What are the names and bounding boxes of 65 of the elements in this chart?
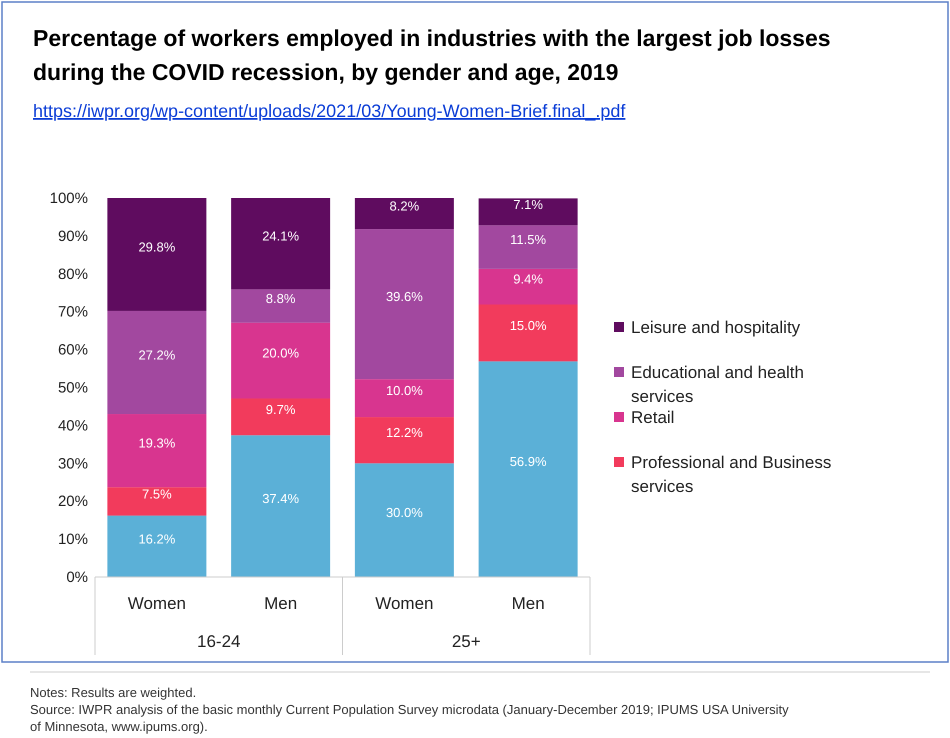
data-label: 8.2% [390,198,420,214]
data-label: 56.9% [510,454,547,470]
text: 16-24 [197,632,240,651]
bar [354,417,454,464]
bar [478,361,578,577]
chart-title: Percentage of workers employed in industries with the largest job losses during the COVID recession, by gender and age, 2019 [33,25,831,85]
bar [354,198,454,230]
bar [478,198,578,226]
bar [107,487,206,516]
bar [231,322,330,398]
bar [478,268,578,304]
y-tick-label: 80% [58,266,88,283]
data-label: 7.5% [142,486,172,502]
y-tick-label: 0% [66,569,88,586]
text: 25+ [452,632,481,651]
data-label: 20.0% [262,346,300,361]
data-label: 24.1% [262,228,300,244]
bar [478,304,578,362]
data-label: 7.1% [513,196,544,212]
y-tick-label: 60% [58,342,88,359]
y-tick-label: 10% [58,531,88,548]
x-tick-label: Men [264,594,298,613]
y-tick-label: 70% [58,304,88,321]
data-label: 8.8% [266,291,296,306]
data-label: 19.3% [138,436,176,451]
bar [231,398,330,436]
bar [231,435,330,577]
data-label: 10.0% [386,383,424,398]
bar [107,516,206,577]
y-tick-label: 90% [58,228,88,245]
data-label: 27.2% [138,347,176,362]
legend-label: Professional and Business services [631,453,832,496]
source-note: Source: IWPR analysis of the basic monthly Current Population Survey microdata (January-December 2019; IPUMS USA University of Minnesota, www.ipums.org). [30,702,790,734]
data-label: 37.4% [262,491,300,506]
bar [354,463,454,577]
y-tick-label: 30% [58,455,88,472]
data-label: 15.0% [510,318,547,333]
data-label: 12.2% [386,425,424,440]
bar [107,198,206,311]
legend-label: Educational and health services [631,363,804,406]
text: Notes: Results are weighted. [30,685,196,700]
x-tick-label: Women [375,594,434,613]
y-tick-label: 40% [58,417,88,434]
y-tick-label: 50% [58,380,88,396]
bar [478,225,578,269]
data-label: 16.2% [138,531,176,546]
data-label: 9.7% [266,402,296,417]
data-label: 30.0% [386,505,424,520]
x-tick-label: Men [512,594,545,613]
legend-label: Leisure and hospitality [631,318,801,337]
bar [354,379,454,418]
bar [354,229,454,380]
bar [231,289,330,323]
bar [231,198,330,290]
x-tick-label: Women [128,594,186,613]
chart-subtitle: https://iwpr.org/wp-content/uploads/2021/03/Young-Women-Brief.final_.pdf [33,101,626,121]
data-label: 9.4% [513,272,544,287]
legend-label: Retail [631,408,674,427]
bar [107,310,206,414]
y-tick-label: 100% [50,190,88,207]
data-label: 11.5% [510,232,547,248]
data-label: 39.6% [386,289,424,304]
y-tick-label: 20% [58,493,88,510]
data-label: 29.8% [138,239,176,254]
bar [107,414,206,488]
